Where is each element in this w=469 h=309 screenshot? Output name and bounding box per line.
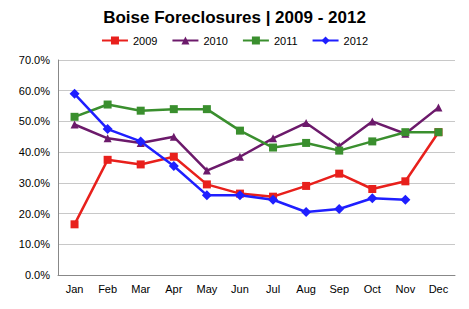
svg-text:Oct: Oct — [364, 283, 381, 295]
svg-text:2009: 2009 — [133, 35, 157, 47]
svg-text:70.0%: 70.0% — [19, 54, 50, 66]
svg-text:40.0%: 40.0% — [19, 146, 50, 158]
svg-text:60.0%: 60.0% — [19, 85, 50, 97]
svg-text:Feb: Feb — [98, 283, 117, 295]
svg-text:10.0%: 10.0% — [19, 238, 50, 250]
svg-text:50.0%: 50.0% — [19, 115, 50, 127]
svg-text:Mar: Mar — [131, 283, 150, 295]
svg-text:Aug: Aug — [296, 283, 316, 295]
svg-text:30.0%: 30.0% — [19, 177, 50, 189]
svg-text:0.0%: 0.0% — [25, 269, 50, 281]
svg-text:Jul: Jul — [266, 283, 280, 295]
svg-text:2012: 2012 — [344, 35, 368, 47]
svg-text:Jan: Jan — [66, 283, 84, 295]
svg-text:Boise Foreclosures | 2009 - 20: Boise Foreclosures | 2009 - 2012 — [103, 8, 366, 27]
svg-text:Sep: Sep — [329, 283, 349, 295]
svg-text:Jun: Jun — [231, 283, 249, 295]
svg-text:Nov: Nov — [396, 283, 416, 295]
svg-text:Apr: Apr — [165, 283, 182, 295]
svg-text:Dec: Dec — [429, 283, 449, 295]
svg-text:2011: 2011 — [274, 35, 298, 47]
svg-text:2010: 2010 — [203, 35, 227, 47]
svg-text:20.0%: 20.0% — [19, 208, 50, 220]
svg-text:May: May — [196, 283, 217, 295]
